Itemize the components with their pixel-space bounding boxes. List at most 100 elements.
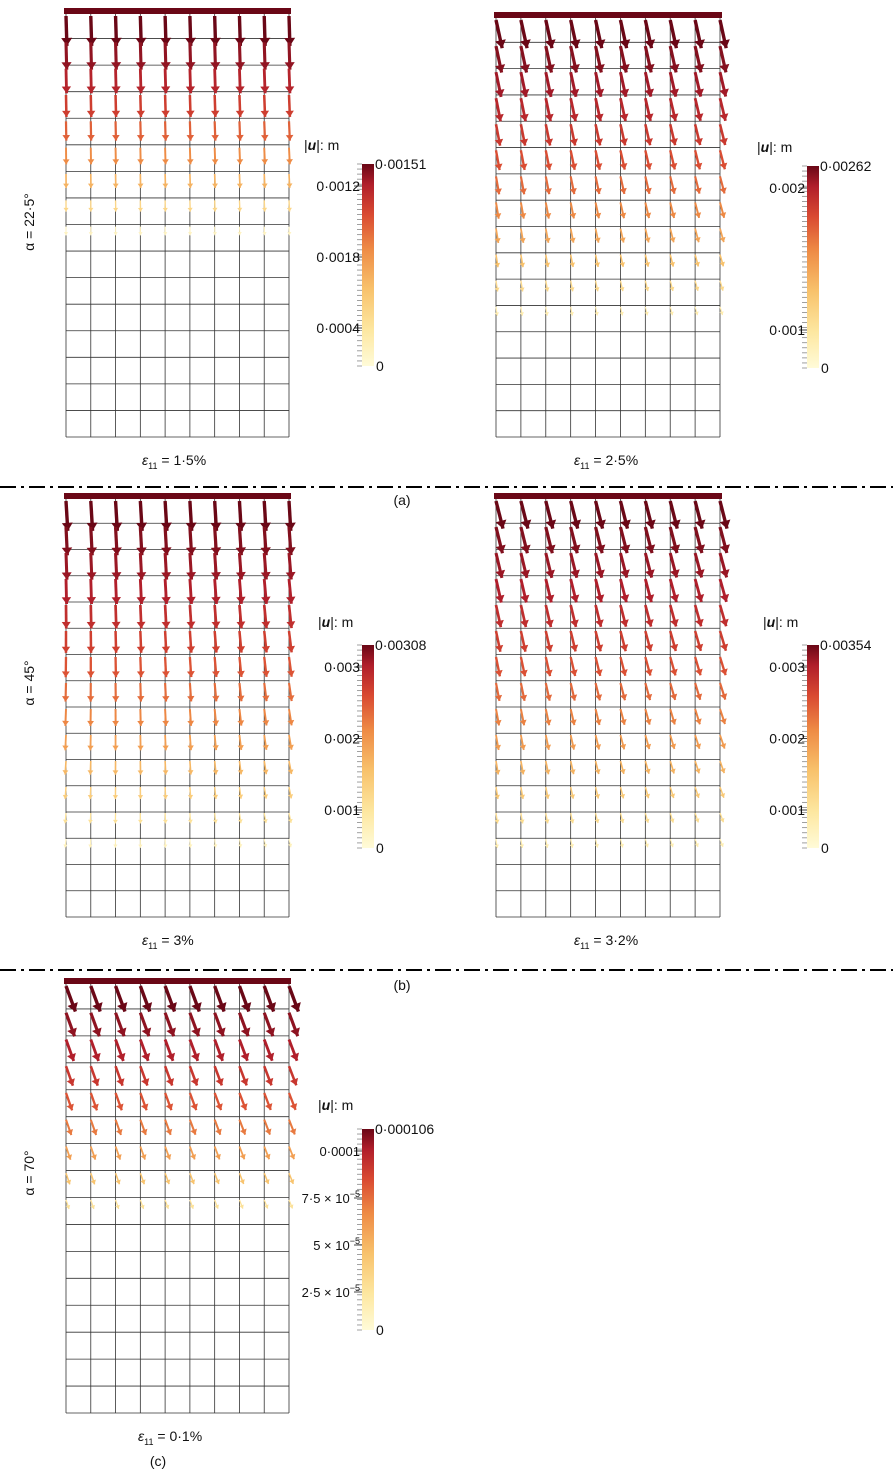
displacement-arrow-head [544, 694, 553, 701]
displacement-arrow-head [211, 670, 220, 678]
displacement-arrow-head [137, 720, 145, 726]
displacement-arrow-head [670, 693, 678, 700]
displacement-arrow-head [112, 159, 120, 165]
displacement-arrow-head [719, 113, 729, 121]
displacement-arrow-head [284, 522, 296, 531]
displacement-arrow-head [211, 646, 221, 653]
displacement-arrow-head [694, 113, 704, 121]
displacement-arrow-head [237, 769, 244, 775]
displacement-arrow-head [519, 262, 526, 268]
panel-label-c: (c) [150, 1453, 166, 1469]
displacement-arrow-head [645, 693, 653, 701]
displacement-arrow-head [670, 569, 680, 578]
displacement-arrow-head [86, 86, 96, 94]
displacement-arrow-head [545, 569, 555, 578]
displacement-arrow-head [88, 207, 94, 212]
displacement-arrow-head [719, 569, 730, 578]
displacement-arrow-head [694, 187, 702, 194]
displacement-arrow-head [520, 569, 531, 578]
displacement-arrow-head [645, 544, 656, 554]
displacement-arrow-head [62, 794, 69, 799]
strain-caption-c1: ε11 = 0·1% [138, 1428, 202, 1447]
displacement-arrow-head [494, 644, 504, 652]
displacement-arrow-head [186, 110, 195, 117]
displacement-arrow-head [62, 770, 69, 775]
colorbar-title: |u|: m [763, 614, 798, 630]
displacement-arrow-head [240, 1103, 248, 1111]
displacement-arrow-head [87, 770, 94, 775]
displacement-arrow-head [239, 1128, 247, 1135]
displacement-arrow-head [619, 843, 624, 848]
colorbar-tick-label: 0·002 [324, 731, 360, 747]
displacement-arrow-head [519, 188, 527, 195]
displacement-arrow-head [619, 669, 628, 676]
displacement-arrow-head [594, 138, 603, 146]
displacement-arrow-head [594, 39, 606, 49]
displacement-arrow-head [91, 1128, 98, 1136]
displacement-arrow-head [619, 237, 626, 243]
colorbar-title: |u|: m [318, 1097, 353, 1113]
displacement-arrow-head [720, 618, 729, 627]
displacement-arrow-head [569, 262, 576, 268]
displacement-arrow-head [262, 232, 267, 236]
displacement-arrow-head [644, 843, 649, 848]
displacement-arrow-head [185, 37, 197, 46]
displacement-arrow-head [90, 1154, 97, 1160]
displacement-arrow-head [138, 232, 143, 236]
displacement-arrow-head [91, 1078, 100, 1086]
displacement-arrow-head [61, 37, 73, 46]
colorbar-max-label: 0·000106 [375, 1121, 434, 1137]
displacement-arrow-head [111, 522, 123, 531]
displacement-arrow-head [544, 64, 555, 73]
displacement-arrow-head [620, 519, 631, 529]
displacement-arrow-head [86, 547, 98, 556]
strain-caption-b2: ε11 = 3·2% [574, 932, 638, 951]
displacement-arrow-head [694, 63, 705, 73]
displacement-arrow-head [519, 312, 524, 316]
displacement-arrow-head [86, 646, 96, 653]
loading-plate [494, 493, 722, 499]
displacement-arrow-head [141, 1078, 150, 1086]
displacement-arrow-head [187, 695, 195, 702]
displacement-arrow-head [495, 39, 506, 49]
displacement-arrow-head [86, 597, 97, 605]
displacement-arrow-head [644, 162, 653, 170]
displacement-arrow-head [619, 39, 631, 49]
displacement-arrow-head [289, 1128, 297, 1135]
displacement-arrow-head [695, 668, 703, 676]
displacement-arrow-head [544, 212, 552, 219]
displacement-arrow-head [140, 1179, 146, 1185]
displacement-arrow-head [236, 596, 246, 604]
displacement-arrow-head [187, 794, 194, 799]
displacement-arrow-head [720, 643, 729, 651]
displacement-arrow-head [569, 769, 576, 775]
displacement-arrow-head [544, 312, 549, 316]
colorbar-tick-label: 0·0001 [320, 1144, 360, 1159]
displacement-arrow-head [286, 621, 296, 629]
displacement-arrow-head [65, 1204, 71, 1210]
displacement-arrow-head [544, 88, 555, 97]
displacement-arrow-head [669, 138, 678, 146]
colorbar-tick-label: 0·002 [769, 180, 805, 196]
displacement-arrow-head [85, 37, 97, 46]
colorbar-gradient [362, 645, 374, 848]
displacement-arrow-head [694, 569, 705, 578]
displacement-arrow-head [234, 37, 246, 46]
displacement-arrow-head [494, 113, 504, 122]
colorbar-c1: |u|: m 0·000106 0·0001 7·5 × 10−5 5 × 10−5 2·… [302, 1097, 435, 1338]
displacement-arrow-head [286, 207, 292, 212]
displacement-arrow-head [494, 88, 505, 97]
displacement-arrow-head [215, 1052, 225, 1061]
displacement-arrow-head [594, 63, 605, 73]
displacement-arrow-head [235, 110, 245, 117]
displacement-arrow-head [112, 745, 119, 751]
displacement-arrow-head [570, 569, 580, 578]
displacement-arrow-head [494, 64, 506, 73]
displacement-arrow-head [137, 183, 144, 188]
strain-caption-b1: ε11 = 3% [142, 932, 194, 951]
displacement-arrow-head [619, 743, 627, 750]
displacement-arrow-head [619, 768, 626, 774]
displacement-arrow-head [695, 643, 704, 651]
displacement-mesh-c1 [64, 978, 301, 1414]
displacement-arrow-head [186, 134, 195, 141]
